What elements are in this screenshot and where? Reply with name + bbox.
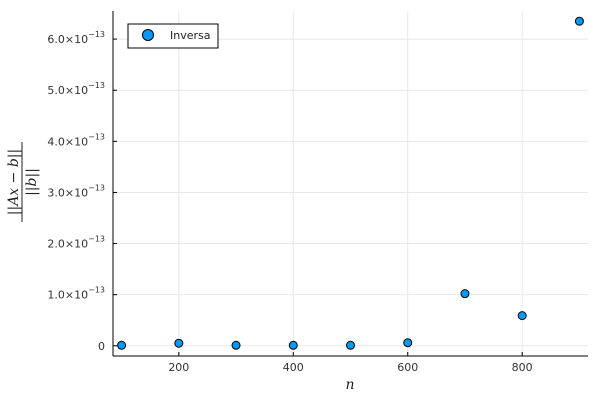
y-tick-label: 0 <box>98 340 105 353</box>
grid <box>113 11 588 356</box>
data-points <box>117 16 584 350</box>
y-axis-label: ||Ax − b|| ||b|| <box>6 142 40 222</box>
y-tick-exponent: −13 <box>88 30 105 39</box>
y-tick-exponent: −13 <box>88 132 105 141</box>
x-axis-label: n <box>345 377 354 393</box>
data-point <box>288 340 298 350</box>
x-tick-label: 400 <box>283 361 304 374</box>
x-tick-label: 200 <box>168 361 189 374</box>
y-tick-exponent: −13 <box>88 81 105 90</box>
data-point <box>574 16 584 26</box>
legend-marker <box>142 29 154 41</box>
y-tick-label: 3.0×10−13 <box>47 183 105 199</box>
y-axis-label-denominator: ||b|| <box>24 168 40 196</box>
legend: Inversa <box>127 23 219 49</box>
tick-labels: 200 400 600 800 0 1.0×10−13 2.0×10−13 3.0×10−13… <box>47 30 532 374</box>
data-point <box>174 338 184 348</box>
y-tick-exponent: −13 <box>88 183 105 192</box>
axes <box>112 11 588 357</box>
legend-label: Inversa <box>170 29 211 42</box>
y-tick-label: 5.0×10−13 <box>47 81 105 97</box>
y-tick-exponent: −13 <box>88 235 105 244</box>
data-point <box>403 338 413 348</box>
y-tick-label: 6.0×10−13 <box>47 30 105 46</box>
y-tick-exponent: −13 <box>88 286 105 295</box>
data-point <box>231 340 241 350</box>
data-point <box>460 289 470 299</box>
x-tick-label: 800 <box>512 361 533 374</box>
y-axis-label-numerator: ||Ax − b|| <box>6 149 22 215</box>
data-point <box>517 311 527 321</box>
x-tick-label: 600 <box>397 361 418 374</box>
data-point <box>346 340 355 350</box>
data-point <box>117 340 127 350</box>
y-tick-label: 2.0×10−13 <box>47 235 105 251</box>
y-tick-label: 1.0×10−13 <box>47 286 105 302</box>
y-tick-label: 4.0×10−13 <box>47 132 105 148</box>
